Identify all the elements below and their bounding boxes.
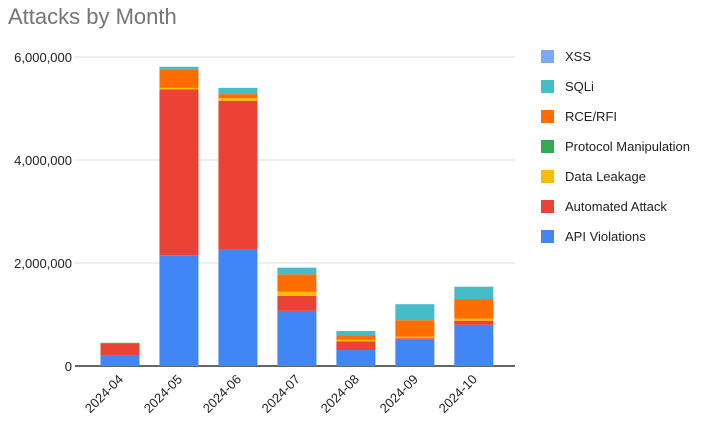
- x-tick-label: 2024-06: [200, 372, 244, 416]
- legend-label: Protocol Manipulation: [565, 139, 690, 154]
- legend-swatch: [541, 50, 554, 63]
- legend-item: API Violations: [541, 229, 646, 244]
- x-tick-label: 2024-04: [82, 372, 126, 416]
- x-tick-label: 2024-07: [259, 372, 303, 416]
- chart-title: Attacks by Month: [8, 4, 177, 29]
- legend-label: SQLi: [565, 79, 594, 94]
- legend-swatch: [541, 200, 554, 213]
- legend-item: SQLi: [541, 79, 594, 94]
- y-tick-label: 6,000,000: [14, 50, 72, 65]
- bar-segment-rce-rfi: [277, 274, 317, 292]
- legend-swatch: [541, 110, 554, 123]
- bar-segment-api-violations: [159, 255, 199, 366]
- bar-segment-sqli: [277, 267, 317, 275]
- bar-segment-rce-rfi: [336, 335, 376, 340]
- bar-segment-api-violations: [100, 355, 140, 366]
- y-tick-label: 2,000,000: [14, 256, 72, 271]
- bar-segment-automated-attack: [277, 295, 317, 311]
- legend-swatch: [541, 230, 554, 243]
- legend-item: RCE/RFI: [541, 109, 617, 124]
- bar-segment-api-violations: [395, 339, 435, 366]
- bar-segment-data-leakage: [395, 336, 435, 339]
- legend-swatch: [541, 170, 554, 183]
- bar-segment-automated-attack: [100, 343, 140, 356]
- bar-segment-rce-rfi: [454, 299, 494, 319]
- x-tick-label: 2024-10: [436, 372, 480, 416]
- legend-label: Automated Attack: [565, 199, 667, 214]
- y-tick-label: 4,000,000: [14, 153, 72, 168]
- bar-segment-api-violations: [454, 324, 494, 366]
- legend-label: Data Leakage: [565, 169, 646, 184]
- bar-segment-automated-attack: [218, 100, 258, 250]
- bar-segment-data-leakage: [336, 339, 376, 342]
- bar-segment-automated-attack: [336, 341, 376, 351]
- legend-item: Protocol Manipulation: [541, 139, 690, 154]
- bar-segment-sqli: [336, 330, 376, 336]
- bar-segment-data-leakage: [454, 318, 494, 321]
- bar-segment-data-leakage: [159, 87, 199, 90]
- bar-segment-data-leakage: [218, 98, 258, 101]
- legend-swatch: [541, 80, 554, 93]
- x-tick-label: 2024-09: [377, 372, 421, 416]
- legend-item: Automated Attack: [541, 199, 667, 214]
- bar-segment-rce-rfi: [395, 320, 435, 337]
- x-tick-label: 2024-05: [141, 372, 185, 416]
- bar-segment-rce-rfi: [218, 94, 258, 99]
- legend-label: API Violations: [565, 229, 646, 244]
- legend-swatch: [541, 140, 554, 153]
- legend-item: XSS: [541, 49, 591, 64]
- legend-item: Data Leakage: [541, 169, 646, 184]
- bar-segment-rce-rfi: [159, 69, 199, 88]
- bar-segment-api-violations: [277, 310, 317, 366]
- bar-segment-sqli: [454, 286, 494, 300]
- legend-label: RCE/RFI: [565, 109, 617, 124]
- bar-segment-automated-attack: [395, 338, 435, 340]
- y-tick-label: 0: [65, 359, 72, 374]
- bar-segment-sqli: [218, 87, 258, 95]
- x-tick-label: 2024-08: [318, 372, 362, 416]
- legend-label: XSS: [565, 49, 591, 64]
- bar-segment-data-leakage: [277, 291, 317, 296]
- bar-segment-protocol-manipulation: [100, 342, 140, 344]
- bar-segment-automated-attack: [454, 320, 494, 325]
- bar-segment-sqli: [159, 66, 199, 70]
- bar-segment-api-violations: [218, 249, 258, 366]
- bar-segment-api-violations: [336, 350, 376, 366]
- bar-segment-automated-attack: [159, 89, 199, 256]
- bar-segment-sqli: [395, 304, 435, 321]
